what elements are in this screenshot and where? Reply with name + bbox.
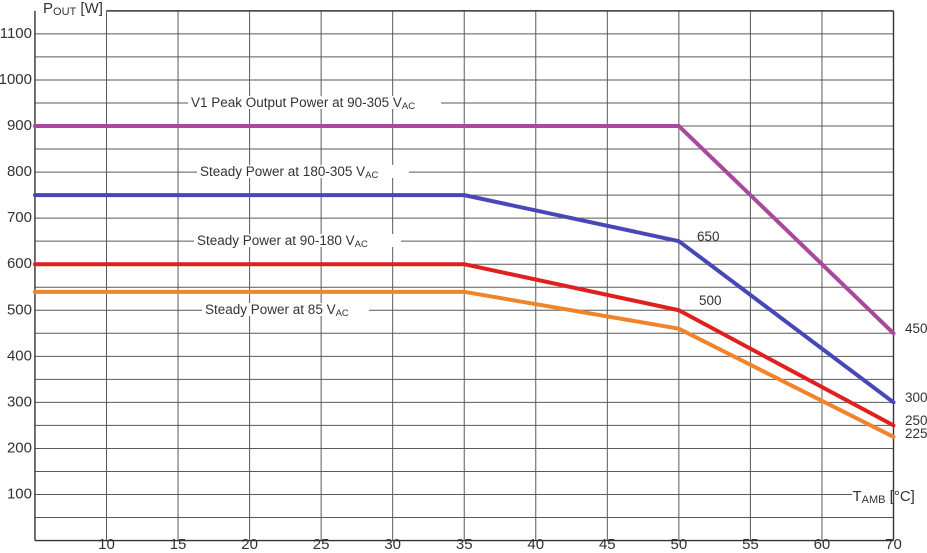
svg-text:500: 500 xyxy=(7,301,32,318)
svg-text:10: 10 xyxy=(98,536,115,553)
svg-text:40: 40 xyxy=(527,536,544,553)
svg-text:300: 300 xyxy=(905,390,927,405)
svg-text:600: 600 xyxy=(7,255,32,272)
svg-text:20: 20 xyxy=(241,536,258,553)
svg-text:300: 300 xyxy=(7,393,32,410)
svg-text:60: 60 xyxy=(814,536,831,553)
svg-text:1100: 1100 xyxy=(0,25,32,42)
svg-text:650: 650 xyxy=(697,229,720,244)
svg-text:900: 900 xyxy=(7,117,32,134)
svg-text:25: 25 xyxy=(313,536,330,553)
svg-text:500: 500 xyxy=(699,293,722,308)
svg-text:Steady Power at 90-180 VAC: Steady Power at 90-180 VAC xyxy=(197,233,368,250)
svg-text:1000: 1000 xyxy=(0,71,32,88)
svg-text:Steady Power at 85 VAC: Steady Power at 85 VAC xyxy=(205,302,349,319)
svg-text:100: 100 xyxy=(7,486,32,503)
svg-text:30: 30 xyxy=(384,536,401,553)
svg-text:700: 700 xyxy=(7,209,32,226)
svg-text:70: 70 xyxy=(885,536,902,553)
svg-text:225: 225 xyxy=(905,426,927,441)
svg-text:400: 400 xyxy=(7,347,32,364)
svg-text:35: 35 xyxy=(456,536,473,553)
svg-text:15: 15 xyxy=(170,536,187,553)
svg-text:55: 55 xyxy=(742,536,759,553)
svg-text:800: 800 xyxy=(7,163,32,180)
svg-text:50: 50 xyxy=(671,536,688,553)
svg-text:200: 200 xyxy=(7,439,32,456)
svg-text:45: 45 xyxy=(599,536,616,553)
svg-text:Steady Power at 180-305 VAC: Steady Power at 180-305 VAC xyxy=(200,164,378,181)
svg-text:POUT [W]: POUT [W] xyxy=(43,0,103,18)
svg-text:V1 Peak Output Power at 90-305: V1 Peak Output Power at 90-305 VAC xyxy=(191,95,415,112)
svg-text:450: 450 xyxy=(905,321,927,336)
